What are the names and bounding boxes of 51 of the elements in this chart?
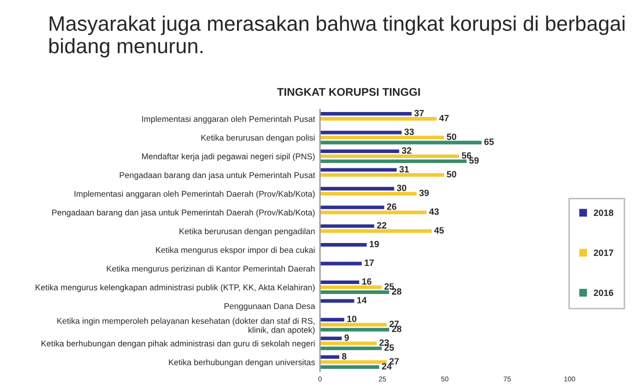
data-label: 56 — [462, 152, 472, 159]
chart-subtitle: TINGKAT KORUPSI TINGGI — [277, 88, 420, 96]
legend-label: 2016 — [594, 290, 614, 296]
data-label: 26 — [386, 203, 396, 210]
data-label: 45 — [434, 227, 444, 234]
y-tick-label: Ketika mengurus ekspor impor di bea cukai — [156, 246, 315, 255]
data-label: 32 — [402, 147, 412, 154]
y-tick-label: Ketika berurusan dengan pengadilan — [180, 228, 315, 236]
data-label: 16 — [362, 278, 372, 285]
legend-label: 2018 — [594, 210, 614, 216]
y-tick-label: Ketika berhubungan dengan universitas — [168, 359, 315, 367]
data-label: 30 — [396, 184, 406, 192]
y-tick-label: Ketika ingin memperoleh pelayanan kesehatan (dokter dan staf di RS, klinik, dan apotek) — [57, 318, 315, 335]
data-label: 28 — [392, 326, 402, 332]
legend-label: 2017 — [594, 250, 614, 256]
y-tick-label: Implementasi anggaran oleh Pemerintah Daerah (Prov/Kab/Kota) — [74, 190, 315, 198]
data-label: 27 — [389, 320, 399, 328]
data-label: 14 — [357, 297, 367, 304]
y-tick-label: Ketika berurusan dengan polisi — [201, 134, 315, 142]
y-tick-label: Penggunaan Dana Desa — [224, 303, 316, 311]
y-tick-label: Ketika berhubungan dengan pihak administrasi dan guru di sekolah negeri — [42, 340, 315, 348]
data-label: 19 — [370, 240, 379, 248]
data-label: 9 — [344, 334, 349, 341]
data-label: 10 — [347, 316, 356, 322]
data-label: 50 — [446, 171, 456, 178]
data-label: 22 — [376, 222, 386, 228]
data-label: 24 — [382, 363, 392, 370]
bar — [320, 242, 368, 248]
y-tick-label: Implementasi anggaran oleh Pemerintah Pusat — [142, 116, 316, 124]
data-label: 25 — [384, 283, 394, 290]
y-tick-label: Ketika mengurus kelengkapan administrasi publik (KTP, KK, Akta Kelahiran) — [36, 284, 315, 292]
data-label: 50 — [446, 134, 456, 140]
y-tick-label: Pengadaan barang dan jasa untuk Pemerintah Pusat — [120, 172, 316, 180]
y-tick-label: Ketika mengurus perizinan di Kantor Pemerintah Daerah — [106, 266, 315, 274]
data-label: 59 — [469, 157, 479, 164]
data-label: 27 — [389, 358, 399, 364]
data-label: 39 — [419, 190, 429, 196]
data-label: 17 — [364, 260, 374, 266]
data-label: 65 — [484, 138, 494, 145]
data-label: 33 — [404, 128, 414, 135]
data-label: 43 — [429, 208, 439, 215]
data-label: 8 — [342, 353, 346, 360]
data-label: 31 — [399, 166, 409, 172]
data-label: 28 — [392, 288, 402, 295]
data-label: 37 — [414, 110, 424, 116]
y-tick-label: Pengadaan barang dan jasa untuk Pemerintah Daerah (Prov/Kab/Kota) — [52, 209, 315, 218]
y-tick-label: Mendaftar kerja jadi pegawai negeri sipil (PNS) — [142, 153, 315, 162]
bar — [320, 260, 364, 267]
bar — [320, 298, 356, 304]
data-label: 47 — [439, 114, 449, 122]
chart-title: Masyarakat juga merasakan bahwa tingkat korupsi di berbagai bidang menurun. — [49, 16, 624, 58]
